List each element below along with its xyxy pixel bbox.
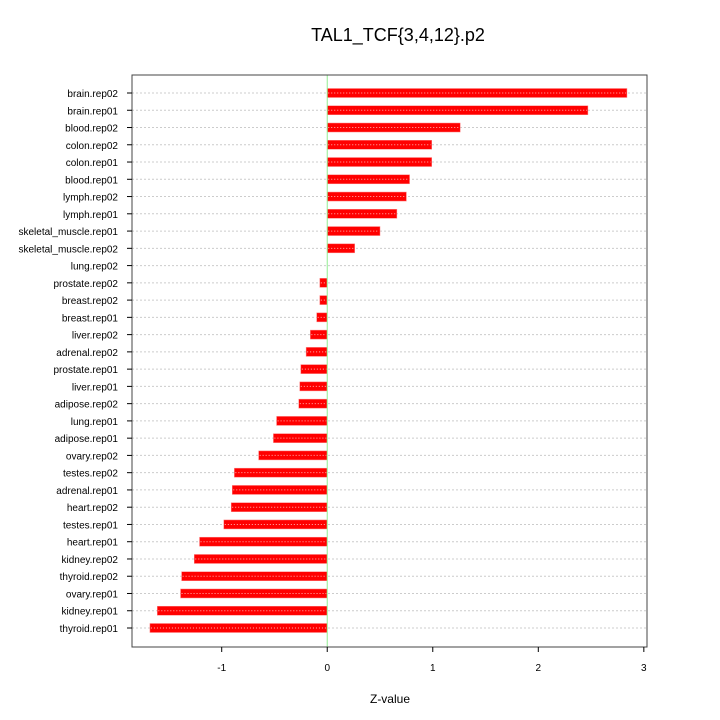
gridlines xyxy=(132,92,647,629)
bars xyxy=(149,88,628,633)
y-tick-label: ovary.rep02 xyxy=(66,451,119,462)
bar xyxy=(326,88,628,98)
y-tick-label: skeletal_muscle.rep02 xyxy=(19,244,119,255)
y-tick-label: heart.rep02 xyxy=(67,503,119,514)
y-tick-label: colon.rep01 xyxy=(66,158,119,169)
x-tick-label: 1 xyxy=(430,663,436,674)
y-tick-label: skeletal_muscle.rep01 xyxy=(19,227,119,238)
bar xyxy=(273,433,328,443)
y-tick-label: prostate.rep01 xyxy=(54,365,119,376)
y-tick-label: breast.rep02 xyxy=(62,296,119,307)
plot-frame xyxy=(131,74,648,648)
x-axis-label: Z-value xyxy=(370,692,410,706)
chart-title: TAL1_TCF{3,4,12}.p2 xyxy=(311,25,485,46)
y-axis: brain.rep02 brain.rep01 blood.rep02 colon.r… xyxy=(19,89,132,635)
y-tick-label: lymph.rep02 xyxy=(63,193,118,204)
y-tick-label: liver.rep02 xyxy=(72,331,119,342)
y-tick-label: adrenal.rep02 xyxy=(56,348,118,359)
y-tick-label: ovary.rep01 xyxy=(66,589,119,600)
y-tick-label: testes.rep02 xyxy=(63,469,118,480)
y-tick-label: brain.rep02 xyxy=(67,89,118,100)
x-tick-label: -1 xyxy=(217,663,226,674)
x-tick-label: 3 xyxy=(641,663,647,674)
y-tick-label: lung.rep02 xyxy=(71,262,119,273)
bar xyxy=(230,502,328,512)
y-tick-label: thyroid.rep02 xyxy=(60,572,119,583)
y-tick-label: lymph.rep01 xyxy=(63,210,118,221)
x-tick-label: 2 xyxy=(536,663,542,674)
y-tick-label: prostate.rep02 xyxy=(54,279,119,290)
y-tick-label: adipose.rep01 xyxy=(55,434,119,445)
y-tick-label: kidney.rep01 xyxy=(61,607,118,618)
y-tick-label: colon.rep02 xyxy=(66,141,119,152)
y-tick-label: adrenal.rep01 xyxy=(56,486,118,497)
bar xyxy=(310,329,328,340)
x-tick-label: 0 xyxy=(324,663,330,674)
y-tick-label: testes.rep01 xyxy=(63,520,118,531)
bar xyxy=(181,571,328,581)
bar xyxy=(223,519,328,530)
y-tick-label: blood.rep01 xyxy=(65,175,118,186)
y-tick-label: liver.rep01 xyxy=(72,382,119,393)
y-tick-label: adipose.rep02 xyxy=(55,400,119,411)
y-tick-label: blood.rep02 xyxy=(65,124,118,135)
y-tick-label: lung.rep01 xyxy=(71,417,119,428)
y-tick-label: breast.rep01 xyxy=(62,313,119,324)
y-tick-label: heart.rep01 xyxy=(67,538,119,549)
bar xyxy=(326,174,410,185)
y-tick-label: thyroid.rep01 xyxy=(60,624,119,635)
x-axis: -1 0 1 2 3 xyxy=(217,647,647,674)
y-tick-label: brain.rep01 xyxy=(67,106,118,117)
y-tick-label: kidney.rep02 xyxy=(61,555,118,566)
bar xyxy=(232,485,328,495)
